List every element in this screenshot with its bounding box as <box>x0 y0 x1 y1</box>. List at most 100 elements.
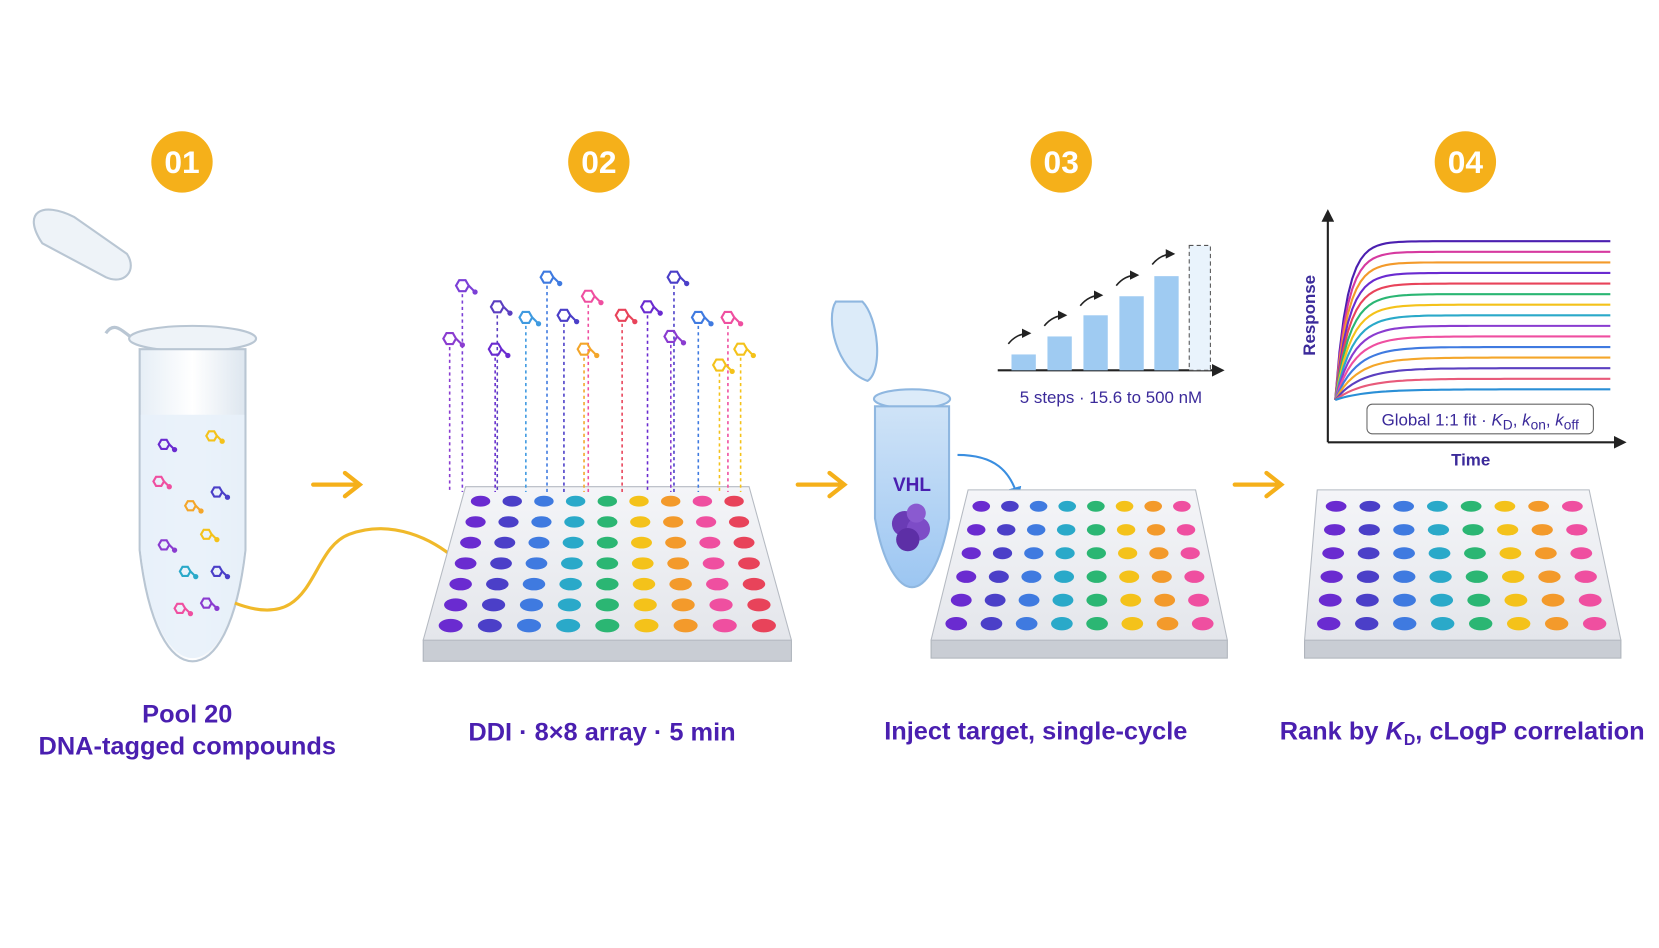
well <box>663 516 684 528</box>
well <box>1021 570 1042 583</box>
well <box>1318 593 1342 607</box>
well <box>528 536 550 549</box>
well <box>1426 500 1448 512</box>
well <box>1534 547 1557 560</box>
well <box>502 495 522 507</box>
well <box>702 557 725 570</box>
molecule <box>666 270 682 284</box>
sensor-curve <box>1334 345 1611 401</box>
fit-part: Global 1:1 fit · <box>1382 410 1492 429</box>
well <box>1497 524 1519 536</box>
well <box>1052 593 1074 607</box>
well <box>1504 593 1528 607</box>
well <box>1086 593 1108 607</box>
atom <box>472 289 478 295</box>
well <box>1087 500 1105 512</box>
molecule <box>576 342 592 356</box>
well <box>1053 570 1075 583</box>
well <box>1173 500 1191 512</box>
molecule <box>639 300 656 314</box>
well <box>559 577 582 591</box>
label-part: , cLogP correlation <box>1415 718 1644 746</box>
step-label: Inject target, single-cycle <box>884 718 1187 746</box>
atom <box>594 352 600 359</box>
well <box>633 598 657 612</box>
well <box>1115 500 1134 512</box>
well <box>709 598 733 612</box>
well <box>673 618 698 633</box>
well <box>1144 500 1163 512</box>
well <box>1427 524 1450 536</box>
well <box>519 598 544 612</box>
molecule <box>210 486 224 498</box>
well <box>671 598 695 612</box>
tubing <box>234 527 457 612</box>
well <box>477 618 502 633</box>
sensor-curve <box>1334 293 1611 401</box>
well <box>972 500 991 512</box>
atom <box>535 321 542 327</box>
well <box>1462 524 1484 536</box>
well <box>665 536 687 549</box>
well <box>1320 570 1343 583</box>
well <box>465 516 486 528</box>
sensor-curve <box>1334 303 1611 401</box>
atom <box>224 494 231 500</box>
well <box>1154 593 1176 607</box>
sensor-curve <box>1334 250 1611 401</box>
well <box>1393 547 1415 560</box>
well <box>1188 593 1209 607</box>
tube <box>32 208 258 663</box>
sensor-curve <box>1334 271 1611 401</box>
sensor-curve <box>1334 377 1611 401</box>
molecule <box>178 565 192 577</box>
well <box>631 536 652 549</box>
well <box>699 536 721 549</box>
well <box>1322 547 1345 560</box>
atom <box>598 299 604 306</box>
well <box>531 516 552 528</box>
well <box>1051 616 1073 631</box>
well <box>1465 570 1489 583</box>
molecule <box>614 308 630 322</box>
well <box>597 516 618 528</box>
fit-part: K <box>1492 410 1504 429</box>
sensor-curve <box>1334 367 1611 401</box>
molecule <box>556 308 572 322</box>
fit-box <box>1366 403 1594 435</box>
well <box>1001 500 1019 512</box>
atom <box>171 447 178 453</box>
well <box>565 495 586 507</box>
well <box>1317 616 1341 631</box>
sensor-curve <box>1334 324 1611 401</box>
label-part: D <box>1404 732 1415 749</box>
atom <box>729 368 735 375</box>
step-label: DDI · 8×8 array · 5 min <box>468 719 735 747</box>
well <box>1570 547 1593 560</box>
well <box>1357 547 1380 560</box>
well <box>733 536 755 549</box>
well <box>557 598 582 612</box>
well <box>1582 616 1607 631</box>
well <box>967 524 986 536</box>
well <box>449 577 472 591</box>
well <box>1325 500 1347 512</box>
well <box>1501 570 1525 583</box>
atom <box>557 280 563 287</box>
well <box>1086 524 1106 536</box>
well <box>1015 616 1038 631</box>
well <box>1180 547 1200 560</box>
molecule <box>690 310 706 324</box>
well <box>596 577 619 591</box>
sensor-curve <box>1334 314 1611 401</box>
well <box>1151 570 1172 583</box>
well <box>1058 500 1077 512</box>
well <box>1184 570 1205 583</box>
well <box>629 495 649 507</box>
well <box>712 618 737 633</box>
well <box>1428 547 1451 560</box>
tube <box>830 300 952 589</box>
well <box>1146 524 1166 536</box>
